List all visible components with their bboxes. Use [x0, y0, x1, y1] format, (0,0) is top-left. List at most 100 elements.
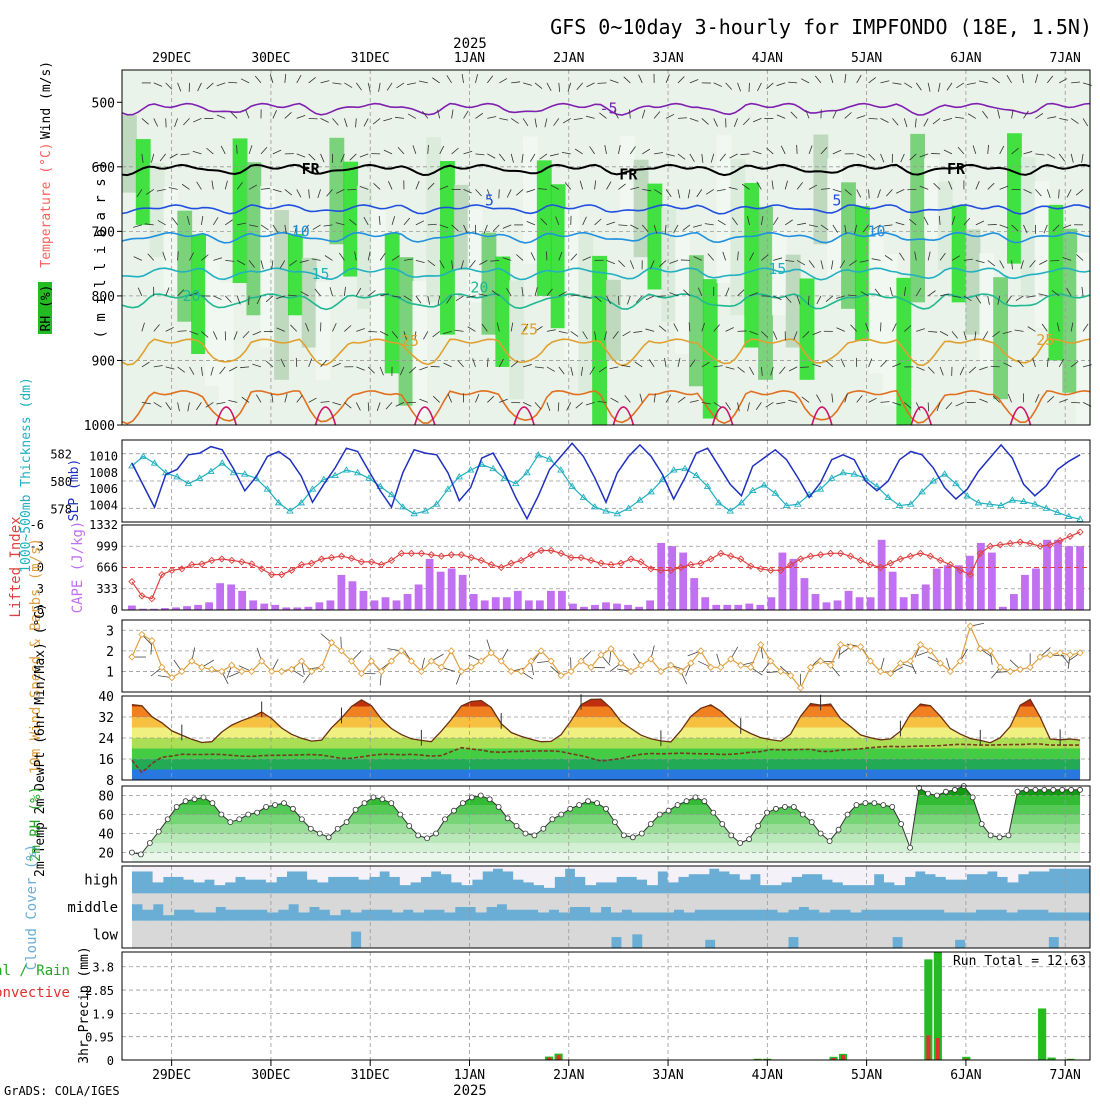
- cloud-high-gap: [771, 866, 782, 885]
- slp-axis-label: SLP (mb): [67, 459, 82, 522]
- rh2m-point: [979, 822, 984, 827]
- cloud-middle-gap: [174, 893, 185, 909]
- cloud-low-gap: [1069, 921, 1080, 948]
- cape-tick-label: 0: [111, 603, 118, 617]
- cloud-low-gap: [621, 921, 632, 948]
- cloud-middle-gap: [715, 893, 726, 909]
- bottom-date-label: 6JAN: [950, 1068, 981, 1083]
- cloud-middle-gap: [465, 893, 476, 907]
- temperature-tick-label: 40: [98, 690, 114, 705]
- cloud-middle-gap: [257, 893, 268, 909]
- cloud-high-gap: [977, 866, 988, 874]
- cloud-middle-gap: [299, 893, 310, 912]
- cloud-low-gap: [590, 921, 601, 948]
- cloud-low-gap: [392, 921, 403, 948]
- rh-shade-cell: [163, 187, 178, 290]
- rh2m-tick-label: 60: [98, 809, 114, 824]
- cloud-middle-gap: [944, 893, 955, 912]
- cloud-low-gap: [840, 921, 851, 948]
- rh2m-tick-label: 20: [98, 847, 114, 862]
- rh2m-point: [773, 806, 778, 811]
- cloud-low-gap: [851, 921, 862, 948]
- cloud-high-gap: [966, 866, 977, 874]
- rh2m-point: [952, 787, 957, 792]
- cloud-middle-gap: [1069, 893, 1080, 912]
- cloud-middle-gap: [538, 893, 549, 912]
- li-tick-label: -6: [30, 518, 44, 532]
- cape-bar: [448, 569, 456, 610]
- rh-shade-cell: [426, 137, 441, 302]
- rh2m-point: [478, 793, 483, 798]
- temperature-band: [122, 728, 1090, 739]
- cloud-high-gap: [575, 866, 586, 877]
- rh2m-point: [612, 820, 617, 825]
- cloud-high-gap: [905, 866, 916, 877]
- rh-shade-cell: [938, 182, 953, 270]
- rh2m-point: [442, 817, 447, 822]
- cloud-low-gap: [132, 921, 143, 948]
- year-label-top: 2025: [453, 36, 487, 52]
- cape-bar: [701, 597, 709, 610]
- cloud-low-gap: [444, 921, 455, 948]
- cape-bar: [514, 591, 522, 610]
- rh2m-point: [926, 791, 931, 796]
- cape-bar: [790, 559, 798, 610]
- cape-bar: [745, 604, 753, 610]
- rh2m-point: [934, 793, 939, 798]
- cloud-high-gap: [853, 866, 864, 885]
- rh-shade-cell: [136, 139, 151, 225]
- rh2m-point: [997, 835, 1002, 840]
- cloud-high-gap: [410, 866, 421, 882]
- isotherm-label: 20: [182, 287, 200, 305]
- rh-band: [122, 853, 1090, 863]
- cape-bar: [1065, 546, 1073, 610]
- cape-bar: [271, 605, 279, 610]
- cloud-low-gap: [663, 921, 674, 948]
- cloud-middle-gap: [778, 893, 789, 912]
- cloud-high-gap: [997, 866, 1008, 877]
- bottom-date-label: 30DEC: [251, 1068, 290, 1083]
- cloud-high-gap: [142, 866, 153, 871]
- cape-bar: [1021, 575, 1029, 610]
- cloud-high-gap: [184, 866, 195, 880]
- rh2m-point: [469, 795, 474, 800]
- rh2m-point: [237, 817, 242, 822]
- cloud-low-gap: [163, 921, 174, 948]
- isotherm-label: 10: [868, 222, 886, 240]
- cloud-middle-gap: [194, 893, 205, 912]
- isotherm-label: 25: [401, 332, 419, 350]
- precip-convective-bar: [557, 1055, 561, 1060]
- bottom-date-label: 2JAN: [553, 1068, 584, 1083]
- cloud-high-gap: [328, 866, 339, 877]
- cloud-low-gap: [528, 921, 539, 948]
- cape-axis-label: CAPE (J/kg): [70, 521, 86, 614]
- chart-title: GFS 0~10day 3-hourly for IMPFONDO (18E, …: [550, 15, 1092, 39]
- precip-convective-bar: [936, 1038, 940, 1060]
- cloud-low-gap: [736, 921, 747, 948]
- rh2m-point: [756, 823, 761, 828]
- cloud-high-gap: [472, 866, 483, 880]
- temperature-axis-label: Temperature (°C): [39, 142, 54, 267]
- cloud-high-gap: [678, 866, 689, 877]
- cloud-low-gap: [1038, 921, 1049, 948]
- cloud-low-gap: [871, 921, 882, 948]
- cloud-low-gap: [549, 921, 560, 948]
- rh2m-point: [290, 806, 295, 811]
- cloud-high-gap: [214, 866, 225, 885]
- cloud-low-gap: [538, 921, 549, 948]
- cloud-low-gap: [934, 921, 945, 948]
- cloud-low-gap: [559, 921, 570, 948]
- cloud-middle-gap: [830, 893, 841, 909]
- cloud-middle-gap: [663, 893, 674, 912]
- cape-bar: [492, 597, 500, 610]
- cloud-high-gap: [287, 866, 298, 871]
- cloud-middle-gap: [611, 893, 622, 912]
- rh2m-point: [273, 803, 278, 808]
- cloud-middle-gap: [955, 893, 966, 912]
- rh2m-point: [1033, 787, 1038, 792]
- rh-shade-cell: [647, 184, 662, 290]
- cloud-middle-gap: [434, 893, 445, 909]
- cloud-middle-gap: [226, 893, 237, 909]
